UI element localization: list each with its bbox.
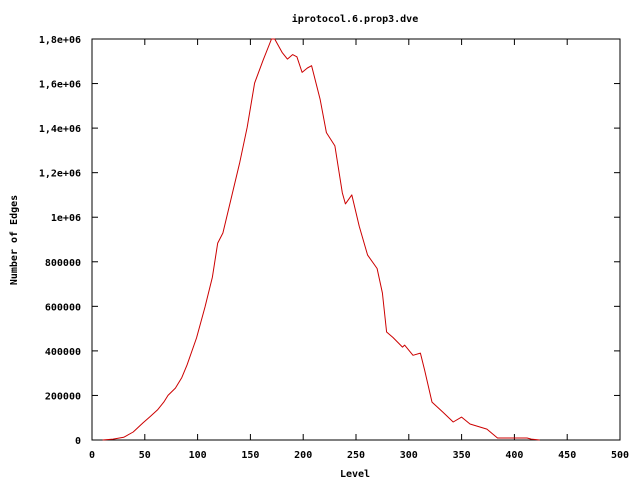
y-tick-label: 1e+06 xyxy=(51,213,81,224)
y-tick-label: 1,8e+06 xyxy=(39,35,81,46)
x-tick-label: 0 xyxy=(89,450,95,461)
y-tick-label: 600000 xyxy=(45,302,81,313)
x-tick-label: 300 xyxy=(400,450,418,461)
series-line-0 xyxy=(102,38,540,441)
x-tick-label: 100 xyxy=(189,450,207,461)
x-tick-label: 450 xyxy=(558,450,576,461)
y-tick-label: 1,2e+06 xyxy=(39,169,81,180)
x-tick-label: 200 xyxy=(294,450,312,461)
plot-frame xyxy=(91,38,621,441)
y-tick-label: 1,4e+06 xyxy=(39,124,81,135)
x-axis-label: Level xyxy=(340,469,370,480)
x-tick-label: 350 xyxy=(453,450,471,461)
y-tick-label: 800000 xyxy=(45,258,81,269)
x-tick-label: 500 xyxy=(611,450,629,461)
x-tick-label: 50 xyxy=(139,450,151,461)
y-tick-label: 400000 xyxy=(45,347,81,358)
x-tick-label: 250 xyxy=(347,450,365,461)
y-tick-label: 0 xyxy=(75,436,81,447)
x-tick-label: 400 xyxy=(505,450,523,461)
y-axis-label: Number of Edges xyxy=(9,195,20,285)
x-tick-label: 150 xyxy=(241,450,259,461)
chart-title: iprotocol.6.prop3.dve xyxy=(292,13,418,25)
y-tick-label: 200000 xyxy=(45,391,81,402)
y-tick-label: 1,6e+06 xyxy=(39,80,81,91)
